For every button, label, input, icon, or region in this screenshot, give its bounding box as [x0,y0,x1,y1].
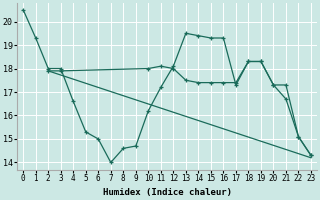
X-axis label: Humidex (Indice chaleur): Humidex (Indice chaleur) [103,188,232,197]
